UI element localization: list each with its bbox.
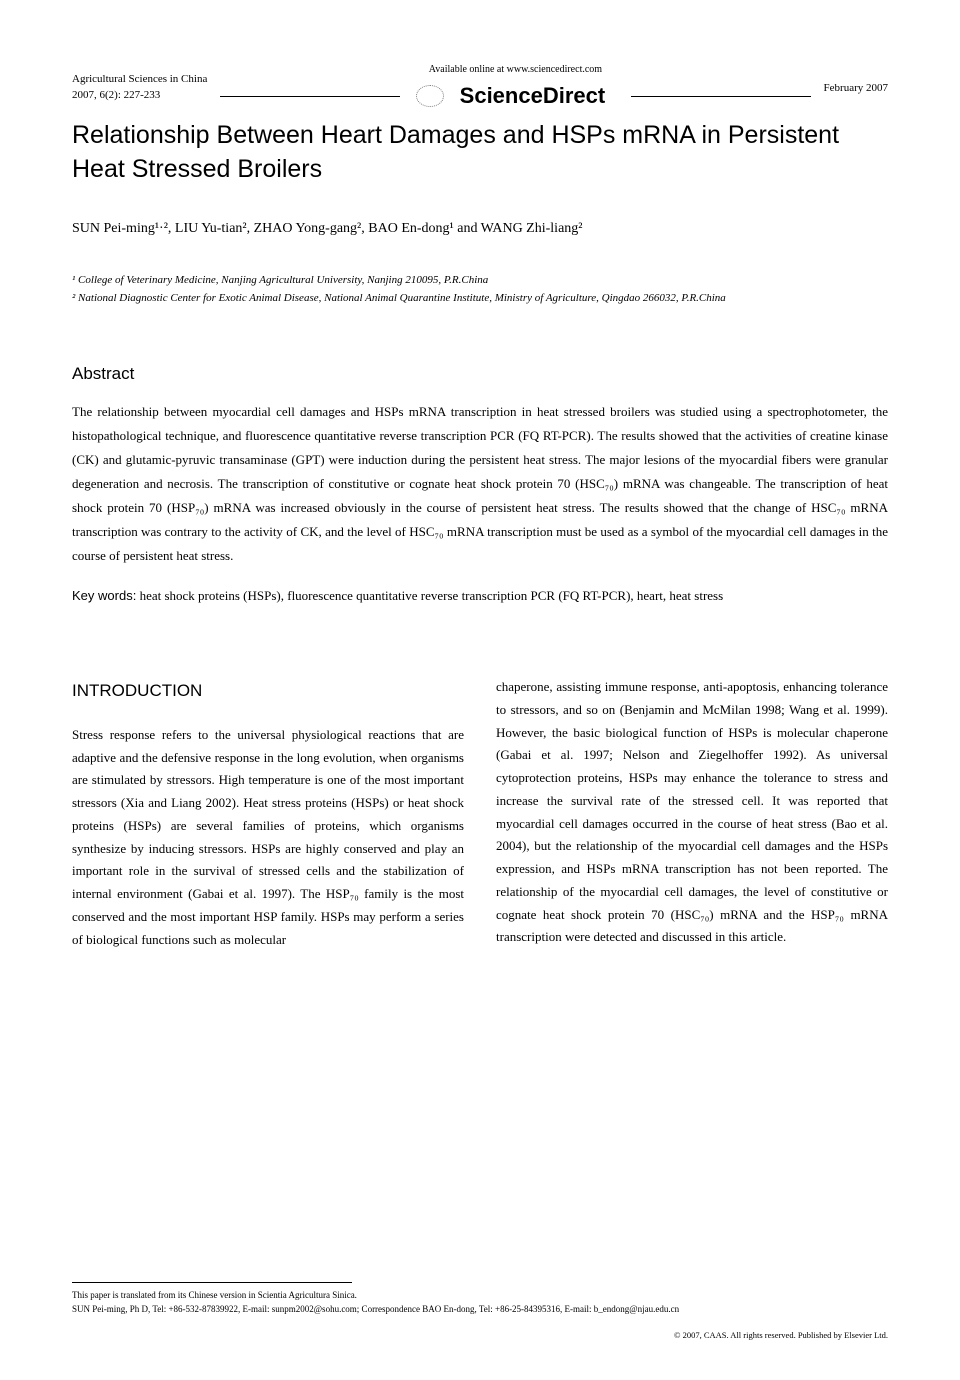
- header-center: Available online at www.sciencedirect.co…: [207, 64, 823, 111]
- footer-note-1: This paper is translated from its Chines…: [72, 1289, 888, 1303]
- available-online-text: Available online at www.sciencedirect.co…: [207, 64, 823, 75]
- journal-citation: 2007, 6(2): 227-233: [72, 88, 207, 103]
- intro-text-left: Stress response refers to the universal …: [72, 724, 464, 952]
- rule-left: [220, 96, 400, 97]
- sciencedirect-icon: [416, 85, 444, 107]
- authors-line: SUN Pei-ming¹·², LIU Yu-tian², ZHAO Yong…: [72, 221, 888, 237]
- rule-right: [631, 96, 811, 97]
- affiliation-2: ² National Diagnostic Center for Exotic …: [72, 289, 888, 308]
- affiliation-1: ¹ College of Veterinary Medicine, Nanjin…: [72, 271, 888, 290]
- introduction-heading: INTRODUCTION: [72, 676, 464, 706]
- intro-col-left: INTRODUCTION Stress response refers to t…: [72, 676, 464, 951]
- header-row: Agricultural Sciences in China 2007, 6(2…: [72, 64, 888, 111]
- footer-note-2: SUN Pei-ming, Ph D, Tel: +86-532-8783992…: [72, 1303, 888, 1317]
- intro-col-right: chaperone, assisting immune response, an…: [496, 676, 888, 951]
- journal-name: Agricultural Sciences in China: [72, 72, 207, 87]
- abstract-heading: Abstract: [72, 364, 888, 384]
- sciencedirect-logo: ScienceDirect: [450, 81, 616, 111]
- sciencedirect-logo-wrap: ScienceDirect: [207, 81, 823, 111]
- page-footer: This paper is translated from its Chines…: [72, 1282, 888, 1340]
- publication-date: February 2007: [824, 82, 888, 94]
- affiliations: ¹ College of Veterinary Medicine, Nanjin…: [72, 271, 888, 308]
- keywords-line: Key words: heat shock proteins (HSPs), f…: [72, 588, 888, 604]
- intro-text-right: chaperone, assisting immune response, an…: [496, 676, 888, 949]
- keywords-text: heat shock proteins (HSPs), fluorescence…: [136, 588, 723, 603]
- copyright-text: © 2007, CAAS. All rights reserved. Publi…: [72, 1330, 888, 1340]
- journal-info: Agricultural Sciences in China 2007, 6(2…: [72, 72, 207, 103]
- article-title: Relationship Between Heart Damages and H…: [72, 119, 888, 187]
- abstract-text: The relationship between myocardial cell…: [72, 400, 888, 568]
- keywords-label: Key words:: [72, 588, 136, 603]
- footer-rule: [72, 1282, 352, 1283]
- introduction-section: INTRODUCTION Stress response refers to t…: [72, 676, 888, 951]
